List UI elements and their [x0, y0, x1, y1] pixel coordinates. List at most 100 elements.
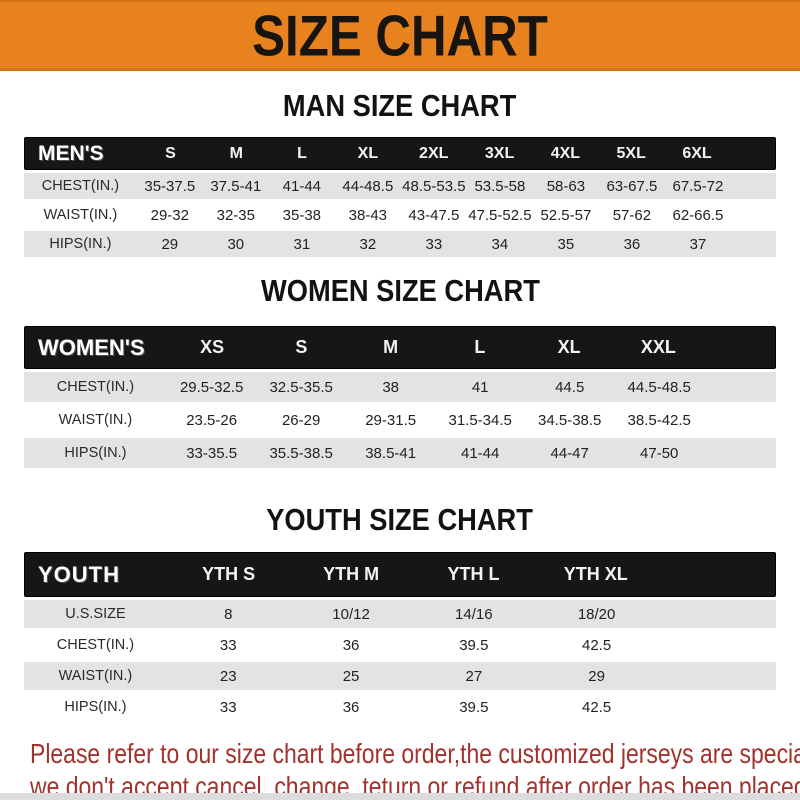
size-value: 44.5	[555, 378, 585, 396]
size-value: 10/12	[332, 605, 370, 623]
size-value: 38.5-41	[365, 444, 417, 462]
size-value: 29.5-32.5	[179, 378, 244, 396]
size-value: 29-31.5	[365, 411, 417, 429]
table-row: CHEST(IN.) 33 36 39.5 42.5	[24, 631, 776, 659]
column-header: L	[474, 337, 486, 357]
mens-header-columns: S M L XL 2XL 3XL 4XL 5XL 6XL	[138, 145, 731, 163]
size-value: 47.5-52.5	[468, 206, 532, 224]
column-header: XL	[557, 337, 581, 357]
column-header: 5XL	[616, 144, 646, 162]
column-header: XL	[357, 144, 379, 162]
size-value: 44-47	[550, 444, 589, 462]
size-value: 43-47.5	[408, 206, 460, 224]
size-value: 29	[161, 235, 179, 253]
size-value: 41-44	[460, 444, 500, 462]
size-value: 37.5-41	[210, 177, 262, 195]
size-value: 36	[623, 235, 641, 253]
column-header: 3XL	[484, 144, 515, 162]
womens-table-body: CHEST(IN.) 29.5-32.5 32.5-35.5 38 41 44.5 44.5…	[24, 372, 776, 468]
row-label: WAIST(IN.)	[58, 412, 133, 428]
size-value: 33-35.5	[186, 444, 238, 462]
table-row: WAIST(IN.) 29-32 32-35 35-38 38-43 43-47.5 47.…	[24, 202, 776, 228]
table-row: HIPS(IN.) 29 30 31 32 33 34 35 36 37	[24, 231, 776, 257]
size-value: 38.5-42.5	[627, 411, 691, 429]
size-value: 53.5-58	[474, 177, 526, 195]
row-label: CHEST(IN.)	[56, 637, 135, 653]
size-value: 37	[689, 235, 707, 253]
size-value: 32-35	[216, 206, 255, 224]
youth-section-title: YOUTH SIZE CHART	[266, 502, 534, 537]
row-values: 23 25 27 29	[167, 668, 658, 685]
size-value: 35.5-38.5	[269, 444, 333, 462]
size-value: 26-29	[281, 411, 321, 429]
youth-table-header-bar: YOUTH YTH S YTH M YTH L YTH XL	[24, 552, 776, 597]
size-value: 52.5-57	[540, 206, 592, 224]
size-value: 36	[342, 698, 360, 716]
row-values: 23.5-26 26-29 29-31.5 31.5-34.5 34.5-38.5 38.…	[167, 412, 704, 429]
mens-table-body: CHEST(IN.) 35-37.5 37.5-41 41-44 44-48.5 48.5…	[24, 173, 776, 257]
row-values: 35-37.5 37.5-41 41-44 44-48.5 48.5-53.5 53.5-…	[137, 178, 731, 195]
row-label: U.S.SIZE	[65, 606, 126, 622]
disclaimer-line-1: Please refer to our size chart before or…	[30, 738, 800, 769]
column-header: XXL	[640, 337, 676, 357]
row-label: HIPS(IN.)	[64, 445, 127, 461]
column-header: S	[295, 337, 308, 357]
table-row: U.S.SIZE 8 10/12 14/16 18/20	[24, 600, 776, 628]
man-section-title: MAN SIZE CHART	[283, 88, 517, 123]
size-value: 38-43	[348, 206, 388, 224]
youth-table-body: U.S.SIZE 8 10/12 14/16 18/20 CHEST(IN.) 33 36 39…	[24, 600, 776, 721]
size-value: 14/16	[455, 605, 493, 623]
size-value: 42.5	[582, 698, 612, 716]
table-row: WAIST(IN.) 23 25 27 29	[24, 662, 776, 690]
row-values: 29.5-32.5 32.5-35.5 38 41 44.5 44.5-48.5	[167, 379, 704, 396]
size-value: 33	[219, 636, 237, 654]
size-value: 39.5	[459, 698, 489, 716]
size-value: 34.5-38.5	[538, 411, 602, 429]
youth-header-columns: YTH S YTH M YTH L YTH XL	[168, 564, 658, 585]
man-section-heading-wrap: MAN SIZE CHART	[0, 88, 800, 124]
column-header: XS	[200, 337, 225, 357]
row-label: CHEST(IN.)	[41, 178, 120, 194]
size-value: 63-67.5	[606, 177, 658, 195]
size-value: 57-62	[612, 206, 652, 224]
womens-header-columns: XS S M L XL XXL	[168, 337, 704, 358]
row-values: 29-32 32-35 35-38 38-43 43-47.5 47.5-52.5 52.5…	[137, 207, 731, 224]
column-header: M	[383, 337, 399, 357]
size-value: 41	[471, 378, 489, 396]
women-section-title: WOMEN SIZE CHART	[260, 273, 540, 308]
row-label: CHEST(IN.)	[56, 379, 135, 395]
youth-section-heading-wrap: YOUTH SIZE CHART	[0, 502, 800, 538]
youth-size-table: YOUTH YTH S YTH M YTH L YTH XL U.S.SIZE 8 10/…	[24, 552, 776, 721]
size-value: 35-37.5	[144, 177, 196, 195]
column-header: YTH XL	[563, 564, 628, 584]
bottom-gray-strip	[0, 793, 800, 800]
mens-header-label: MEN'S	[38, 141, 104, 165]
size-value: 32	[359, 235, 377, 253]
table-row: CHEST(IN.) 29.5-32.5 32.5-35.5 38 41 44.5 44.5…	[24, 372, 776, 402]
size-value: 33	[425, 235, 443, 253]
size-value: 58-63	[546, 177, 586, 195]
row-label: WAIST(IN.)	[43, 207, 118, 223]
table-row: HIPS(IN.) 33-35.5 35.5-38.5 38.5-41 41-44 44-…	[24, 438, 776, 468]
column-header: 4XL	[550, 144, 581, 162]
column-header: YTH L	[447, 564, 500, 584]
size-value: 39.5	[459, 636, 489, 654]
size-value: 47-50	[640, 444, 679, 462]
table-row: WAIST(IN.) 23.5-26 26-29 29-31.5 31.5-34.5 34…	[24, 405, 776, 435]
row-label: HIPS(IN.)	[64, 699, 127, 715]
mens-size-table: MEN'S S M L XL 2XL 3XL 4XL 5XL 6XL CHEST(IN.) 35-…	[24, 137, 776, 257]
size-value: 35	[557, 235, 575, 253]
table-row: HIPS(IN.) 33 36 39.5 42.5	[24, 693, 776, 721]
row-values: 8 10/12 14/16 18/20	[167, 606, 658, 623]
size-value: 23.5-26	[186, 411, 238, 429]
disclaimer-note: Please refer to our size chart before or…	[30, 737, 800, 800]
size-value: 62-66.5	[672, 206, 724, 224]
size-value: 30	[227, 235, 245, 253]
size-value: 29-32	[150, 206, 189, 224]
column-header: L	[297, 144, 307, 162]
size-value: 42.5	[582, 636, 612, 654]
column-header: YTH S	[202, 564, 256, 584]
row-values: 33-35.5 35.5-38.5 38.5-41 41-44 44-47 47-50	[167, 445, 704, 462]
column-header: S	[165, 144, 176, 162]
size-value: 23	[219, 667, 237, 685]
